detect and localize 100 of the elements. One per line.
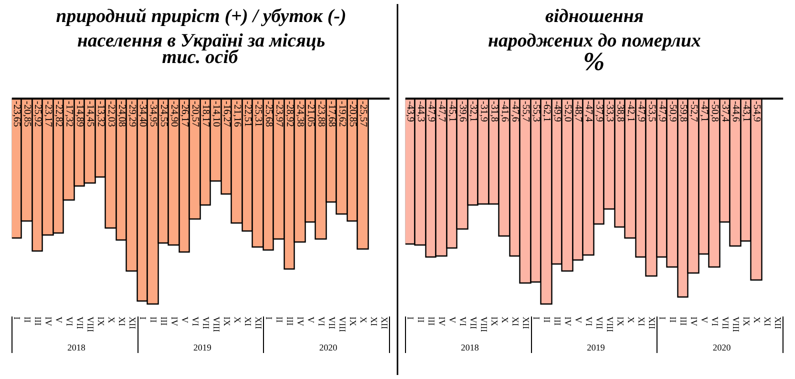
x-tick-label: II — [274, 316, 285, 323]
data-label: -52,7 — [688, 101, 699, 122]
x-tick-label: X — [752, 316, 762, 324]
data-label: -17,68 — [326, 101, 337, 127]
x-tick-label: I — [406, 316, 416, 320]
data-label: -44,6 — [730, 101, 741, 122]
data-label: -50,8 — [708, 101, 720, 122]
data-label: -55,7 — [520, 101, 531, 122]
data-label: -20,57 — [189, 101, 200, 127]
x-tick-label: XI — [762, 316, 772, 326]
x-tick-label: III — [159, 316, 170, 326]
x-tick-label: VII — [75, 316, 86, 330]
data-label: -49,9 — [551, 101, 562, 122]
data-label: -53,5 — [646, 101, 657, 122]
x-tick-label: XII — [379, 316, 390, 330]
chart-title: природний приріст (+) / убуток (-) населення в Україні за місяць — [56, 6, 346, 52]
data-label: -14,89 — [74, 101, 85, 127]
x-tick-label: X — [500, 316, 510, 324]
x-tick-label: III — [552, 316, 563, 326]
data-label: -37,9 — [593, 101, 604, 122]
x-tick-label: VI — [458, 316, 468, 326]
text: 2020 — [319, 342, 338, 352]
x-tick-label: VII — [594, 316, 605, 330]
data-label: -23,17 — [42, 101, 54, 127]
data-label: -47,9 — [656, 101, 668, 122]
data-label: -31,8 — [488, 101, 500, 122]
x-tick-label: VII — [468, 316, 479, 330]
x-tick-label: XI — [368, 316, 379, 326]
x-tick-label: I — [264, 316, 274, 320]
data-label: -47,1 — [698, 101, 710, 122]
x-tick-label: II — [416, 316, 426, 323]
x-tick-label: XII — [521, 316, 532, 330]
data-label: -23,97 — [273, 101, 284, 127]
data-label: -13,32 — [94, 101, 106, 127]
x-tick-label: V — [700, 316, 710, 324]
x-tick-label: X — [358, 316, 368, 324]
x-tick-label: XII — [772, 316, 783, 330]
x-tick-label: IX — [490, 316, 500, 327]
data-label: -19,62 — [336, 101, 348, 127]
data-label: -45,1 — [446, 101, 458, 122]
x-tick-label: I — [532, 316, 542, 320]
data-label: -23,65 — [10, 101, 22, 127]
data-label: -20,85 — [21, 101, 32, 127]
data-label: -47,4 — [582, 101, 594, 122]
x-tick-label: I — [138, 316, 148, 320]
x-tick-label: VII — [720, 316, 730, 330]
x-tick-label: X — [232, 316, 243, 324]
data-label: -47,7 — [436, 101, 447, 122]
x-tick-label: II — [668, 316, 678, 323]
data-label: -24,90 — [168, 101, 180, 127]
data-label: -21,16 — [231, 101, 242, 127]
x-tick-label: IV — [689, 316, 700, 327]
data-label: -47,9 — [425, 101, 436, 122]
x-tick-label: I — [658, 316, 668, 320]
data-label: -28,92 — [284, 101, 295, 127]
x-tick-label: IX — [741, 316, 752, 327]
x-tick-label: V — [180, 316, 190, 324]
data-label: -21,05 — [304, 101, 316, 127]
data-label: -39,6 — [456, 101, 468, 122]
data-label: -41,6 — [498, 101, 510, 122]
data-label: -37,4 — [719, 101, 730, 122]
x-tick-label: VII — [201, 316, 212, 330]
x-tick-label: IX — [96, 316, 106, 327]
x-tick-label: IV — [563, 316, 574, 327]
x-tick-label: VIII — [479, 316, 490, 332]
data-label: -23,88 — [315, 101, 326, 127]
x-tick-label: XI — [117, 316, 128, 326]
data-label: -31,9 — [478, 101, 489, 122]
text: 2019 — [193, 342, 212, 352]
x-tick-label: VIII — [337, 316, 348, 332]
data-label: -24,08 — [116, 101, 127, 127]
x-tick-label: VIII — [212, 316, 222, 332]
data-label: -14,10 — [210, 101, 222, 127]
x-tick-label: VI — [190, 316, 201, 326]
data-label: -26,17 — [178, 101, 190, 127]
data-label: -25,92 — [32, 101, 43, 127]
x-tick-label: XI — [243, 316, 254, 326]
x-tick-label: II — [148, 316, 159, 323]
data-label: -34,40 — [136, 101, 148, 127]
data-label: -25,31 — [252, 101, 264, 127]
data-label: -14,45 — [84, 101, 96, 127]
x-tick-label: XII — [647, 316, 658, 330]
data-label: -47,6 — [509, 101, 520, 122]
data-label: -33,3 — [604, 101, 615, 122]
data-label: -52,0 — [562, 101, 573, 122]
text: 2018 — [67, 342, 86, 352]
x-tick-label: IX — [348, 316, 358, 327]
data-label: -50,9 — [666, 101, 678, 122]
x-tick-label: IX — [616, 316, 626, 327]
x-tick-label: VIII — [605, 316, 616, 332]
data-label: -24,38 — [294, 101, 306, 127]
x-tick-label: V — [574, 316, 584, 324]
x-tick-label: X — [626, 316, 636, 324]
x-tick-label: VI — [584, 316, 594, 326]
x-tick-label: III — [678, 316, 689, 326]
data-label: -42,1 — [624, 101, 636, 122]
x-tick-label: X — [106, 316, 117, 324]
x-tick-label: XII — [254, 316, 264, 330]
x-tick-label: VI — [316, 316, 326, 326]
data-label: -48,7 — [572, 101, 584, 122]
